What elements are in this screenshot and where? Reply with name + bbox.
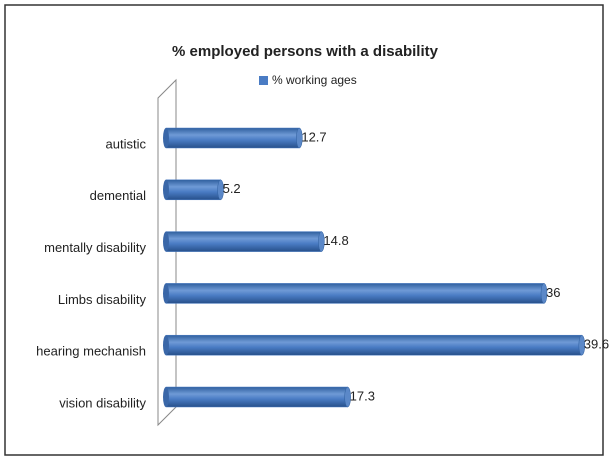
y-tick-label: Limbs disability [58,292,147,307]
y-tick-label: demential [90,188,146,203]
bar-start-cap [163,387,169,407]
bar-start-cap [163,335,169,356]
chart-title: % employed persons with a disability [172,43,439,60]
data-label: 12.7 [301,129,326,144]
data-label: 17.3 [350,388,375,403]
bar [165,179,221,201]
bar [165,127,300,149]
data-label: 5.2 [223,181,241,196]
y-tick-label: vision disability [59,395,146,410]
bar [165,334,583,356]
y-tick-label: autistic [106,136,147,151]
bar [165,231,322,252]
y-tick-label: mentally disability [44,240,146,255]
chart-frame [4,4,604,456]
bar-end-cap [217,179,224,201]
bar-end-cap [540,283,548,304]
legend-swatch [259,76,268,85]
data-label: 36 [546,285,560,300]
bar-start-cap [163,128,169,148]
bar-end-cap [296,127,303,149]
legend-label: % working ages [272,73,357,87]
data-label: 14.8 [323,233,348,248]
bar-start-cap [163,179,169,200]
data-label: 39.6 [584,337,609,352]
bar [165,283,545,304]
bar-start-cap [163,283,169,304]
y-tick-label: hearing mechanish [36,344,146,359]
bar-end-cap [318,231,325,252]
bar-end-cap [578,334,586,356]
bar-end-cap [344,386,351,408]
bar [165,386,348,408]
bar-start-cap [163,231,169,252]
